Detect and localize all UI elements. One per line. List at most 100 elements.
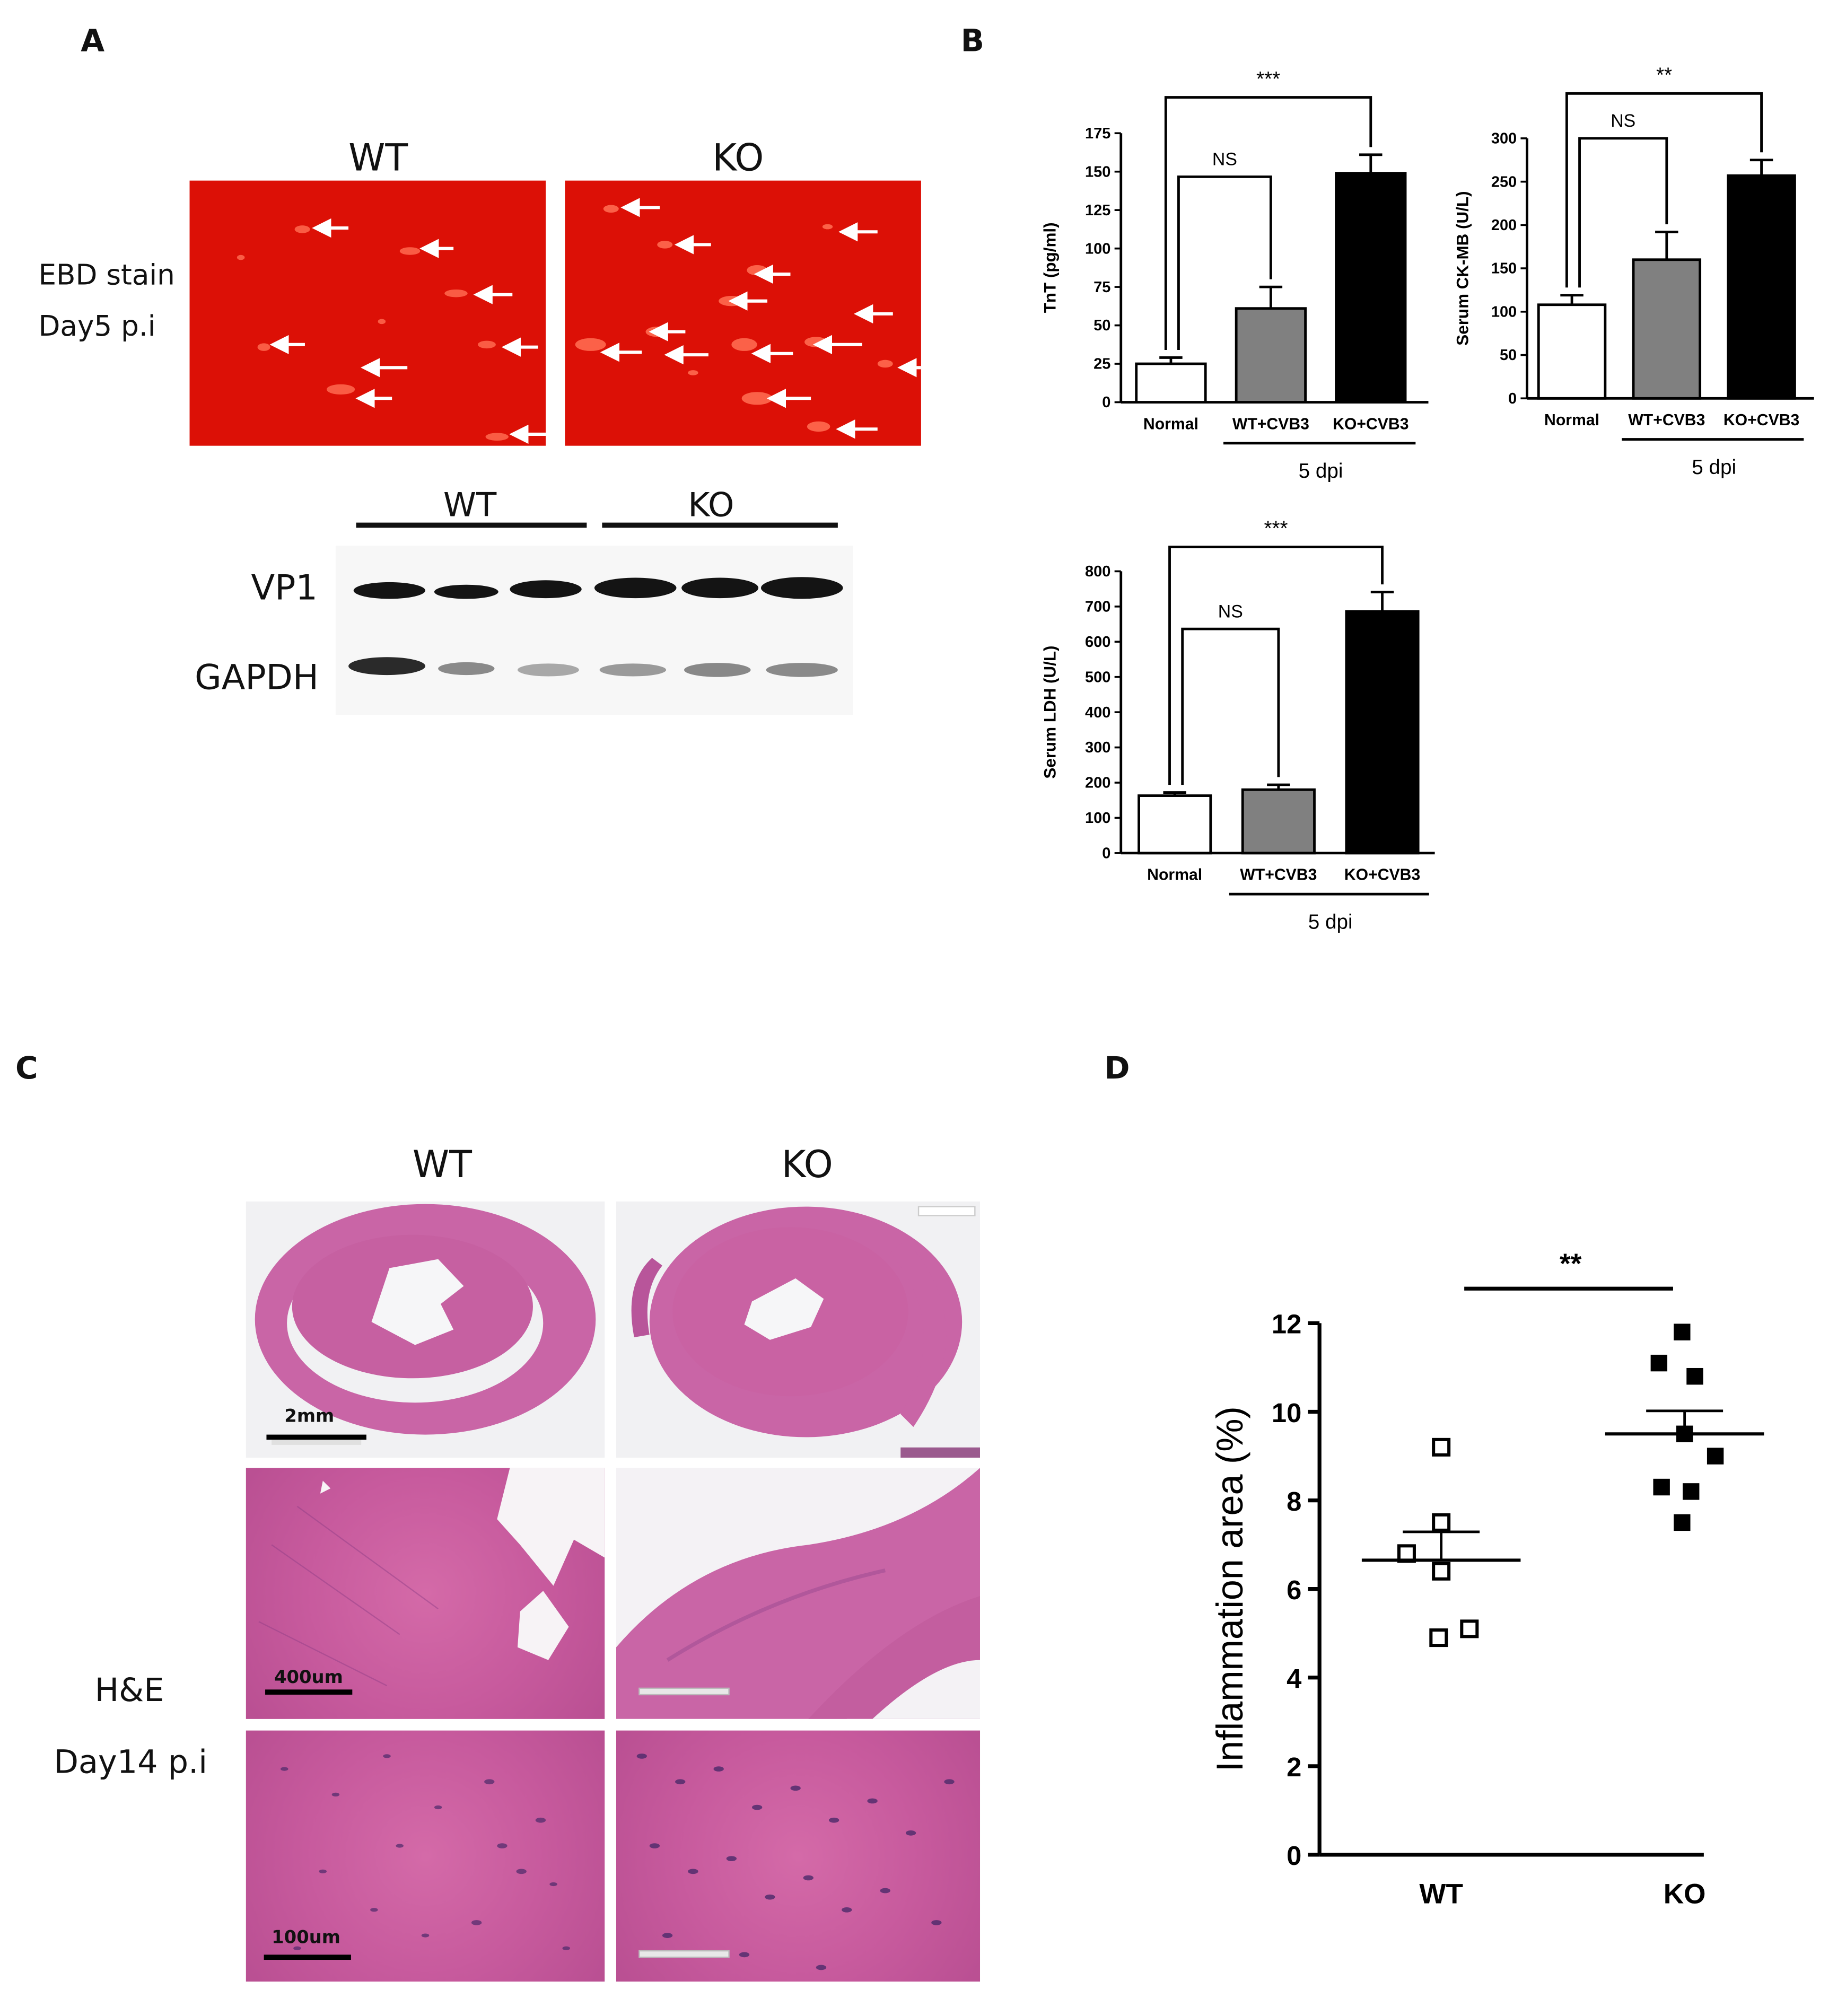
x-tick-label: KO+CVB3 — [1723, 411, 1799, 429]
x-tick-label: WT+CVB3 — [1240, 866, 1317, 884]
bar — [1537, 303, 1607, 400]
y-tick-label: 75 — [1093, 279, 1110, 296]
x-tick-label: WT+CVB3 — [1232, 415, 1309, 433]
he-section-ko-low — [616, 1201, 981, 1458]
group-label: 5 dpi — [1308, 910, 1353, 933]
y-tick-label: 8 — [1287, 1486, 1301, 1517]
panel-letter-d: D — [1104, 1050, 1130, 1086]
data-point — [1432, 1438, 1451, 1457]
scale-bar-2mm — [266, 1434, 366, 1440]
blot-row-vp1: VP1 — [251, 568, 318, 609]
blot-group-ko: KO — [688, 486, 734, 525]
significance-bracket — [1181, 627, 1280, 785]
group-label: 5 dpi — [1692, 456, 1736, 479]
data-point — [1674, 1323, 1691, 1340]
y-tick-label: 100 — [1491, 303, 1517, 320]
bar — [1727, 174, 1796, 400]
significance-label: NS — [1212, 150, 1237, 170]
y-tick-label: 300 — [1085, 739, 1110, 756]
y-tick-label: 300 — [1491, 130, 1517, 147]
y-tick-label: 4 — [1287, 1663, 1301, 1694]
panel-c-column-ko: KO — [781, 1142, 833, 1186]
he-section-ko-mid — [616, 1468, 981, 1719]
ckmb-bar-chart: 0 50 100 150 200 250 300 Serum CK-MB (U/L) Norma… — [1453, 64, 1814, 479]
significance-bracket — [1578, 137, 1668, 288]
data-point — [1674, 1514, 1691, 1531]
x-tick-label: Normal — [1147, 866, 1202, 884]
y-axis-label: Inflammation area (%) — [1209, 1406, 1250, 1772]
data-point — [1653, 1478, 1670, 1496]
group-label: 5 dpi — [1299, 460, 1343, 483]
panel-letter-c: C — [15, 1050, 38, 1086]
y-tick-label: 600 — [1085, 634, 1110, 651]
y-tick-label: 700 — [1085, 598, 1110, 615]
panel-a-column-wt: WT — [348, 136, 408, 180]
y-tick-label: 12 — [1272, 1309, 1301, 1339]
panel-letter-a: A — [81, 23, 105, 59]
significance-label: NS — [1611, 111, 1635, 131]
scale-bar-100um — [264, 1954, 351, 1960]
y-tick-label: 800 — [1085, 563, 1110, 580]
tnt-bar-chart: 0 25 50 75 100 125 150 175 TnT (pg/ml) Normal WT+C… — [1041, 68, 1429, 483]
bar — [1335, 172, 1407, 404]
y-tick-label: 125 — [1085, 202, 1110, 219]
data-point — [1686, 1368, 1703, 1385]
significance-bracket — [1168, 546, 1384, 785]
blot-group-line-wt — [356, 522, 587, 528]
y-tick-label: 50 — [1093, 317, 1110, 334]
data-point — [1460, 1619, 1479, 1638]
y-tick-label: 200 — [1085, 775, 1110, 792]
significance-label: *** — [1264, 518, 1288, 540]
he-section-ko-high — [616, 1730, 981, 1982]
bar — [1632, 258, 1702, 400]
significance-label: *** — [1256, 68, 1280, 91]
bar — [1135, 362, 1207, 404]
blot-row-gapdh: GAPDH — [195, 658, 319, 698]
y-tick-label: 0 — [1102, 394, 1110, 411]
x-tick-label: Normal — [1143, 415, 1198, 433]
y-tick-label: 50 — [1500, 347, 1517, 364]
he-section-wt-mid — [246, 1468, 605, 1719]
y-tick-label: 100 — [1085, 810, 1110, 827]
data-point — [1650, 1354, 1668, 1372]
data-point — [1432, 1562, 1451, 1581]
panel-c-column-wt: WT — [412, 1142, 472, 1186]
data-point — [1683, 1483, 1700, 1500]
bar — [1241, 788, 1316, 855]
significance-bracket — [1565, 92, 1763, 288]
y-tick-label: 0 — [1287, 1840, 1301, 1871]
blot-group-line-ko — [602, 522, 838, 528]
scale-label-100um: 100um — [272, 1927, 341, 1949]
x-tick-label: KO+CVB3 — [1333, 415, 1408, 433]
y-axis-label: TnT (pg/ml) — [1041, 222, 1060, 313]
blot-group-wt: WT — [443, 486, 497, 525]
y-tick-label: 6 — [1287, 1575, 1301, 1605]
y-tick-label: 0 — [1102, 845, 1110, 862]
data-point — [1707, 1448, 1724, 1465]
y-tick-label: 175 — [1085, 125, 1110, 142]
panel-c-stain-label: H&E Day14 p.i — [54, 1671, 208, 1781]
significance-label: ** — [1560, 1248, 1582, 1279]
y-tick-label: 500 — [1085, 669, 1110, 686]
data-point — [1429, 1628, 1448, 1647]
bar — [1345, 610, 1420, 855]
x-tick-label: Normal — [1544, 411, 1599, 429]
inflammation-scatter-chart: 0 2 4 6 8 10 12 Inflammation area (%) WT KO ** — [1209, 1248, 1764, 1910]
scale-label-400um: 400um — [274, 1668, 343, 1688]
panel-a-column-ko: KO — [712, 136, 764, 180]
y-tick-label: 400 — [1085, 704, 1110, 721]
panel-letter-b: B — [960, 23, 984, 59]
scale-bar-400um — [265, 1689, 353, 1695]
x-tick-label: KO+CVB3 — [1344, 866, 1420, 884]
he-section-wt-low — [246, 1201, 605, 1458]
significance-bracket — [1177, 175, 1272, 350]
significance-label: ** — [1656, 64, 1672, 87]
ldh-bar-chart: 0 100 200 300 400 500 600 700 800 Serum LDH (U/L)… — [1041, 518, 1435, 933]
x-tick-label: KO — [1664, 1879, 1706, 1910]
x-tick-label: WT — [1419, 1879, 1463, 1910]
y-tick-label: 250 — [1491, 173, 1517, 190]
data-point — [1432, 1513, 1451, 1532]
y-tick-label: 10 — [1272, 1398, 1301, 1428]
ebd-micrograph-wt — [189, 180, 546, 446]
bar — [1138, 794, 1212, 855]
